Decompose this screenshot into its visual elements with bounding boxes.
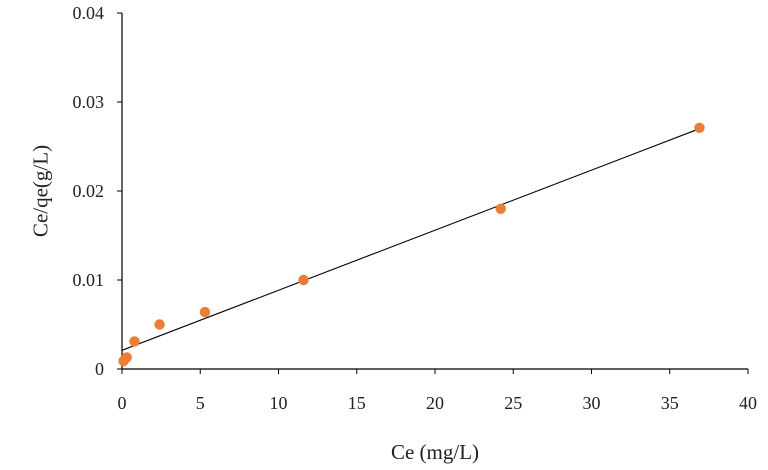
axes [121, 13, 748, 370]
y-tick-label: 0.04 [73, 3, 105, 23]
x-tick-label: 30 [583, 393, 601, 413]
x-axis-ticks: 0 5 10 15 20 25 30 35 40 [118, 369, 757, 413]
x-tick-label: 15 [348, 393, 366, 413]
x-tick-label: 25 [504, 393, 522, 413]
x-tick-label: 5 [196, 393, 205, 413]
trendline-group [121, 128, 700, 351]
x-tick-label: 0 [118, 393, 127, 413]
y-tick-label: 0.01 [73, 270, 105, 290]
data-point [199, 306, 211, 318]
y-tick-label: 0.02 [73, 181, 105, 201]
y-axis-title: Ce/qe(g/L) [28, 145, 52, 237]
data-point [495, 203, 506, 214]
data-point [154, 319, 165, 330]
data-point [121, 352, 132, 363]
trendline [121, 128, 700, 351]
y-tick-label: 0.03 [73, 92, 105, 112]
x-tick-label: 35 [661, 393, 679, 413]
data-point [298, 274, 309, 286]
x-tick-label: 40 [739, 393, 757, 413]
y-tick-label: 0 [95, 359, 104, 379]
data-points [118, 122, 705, 367]
x-tick-label: 20 [426, 393, 444, 413]
x-axis-title: Ce (mg/L) [391, 440, 479, 464]
data-point [129, 336, 140, 347]
y-axis-ticks: 0 0.01 0.02 0.03 0.04 [73, 3, 122, 379]
x-tick-label: 10 [270, 393, 288, 413]
data-point [694, 122, 705, 134]
